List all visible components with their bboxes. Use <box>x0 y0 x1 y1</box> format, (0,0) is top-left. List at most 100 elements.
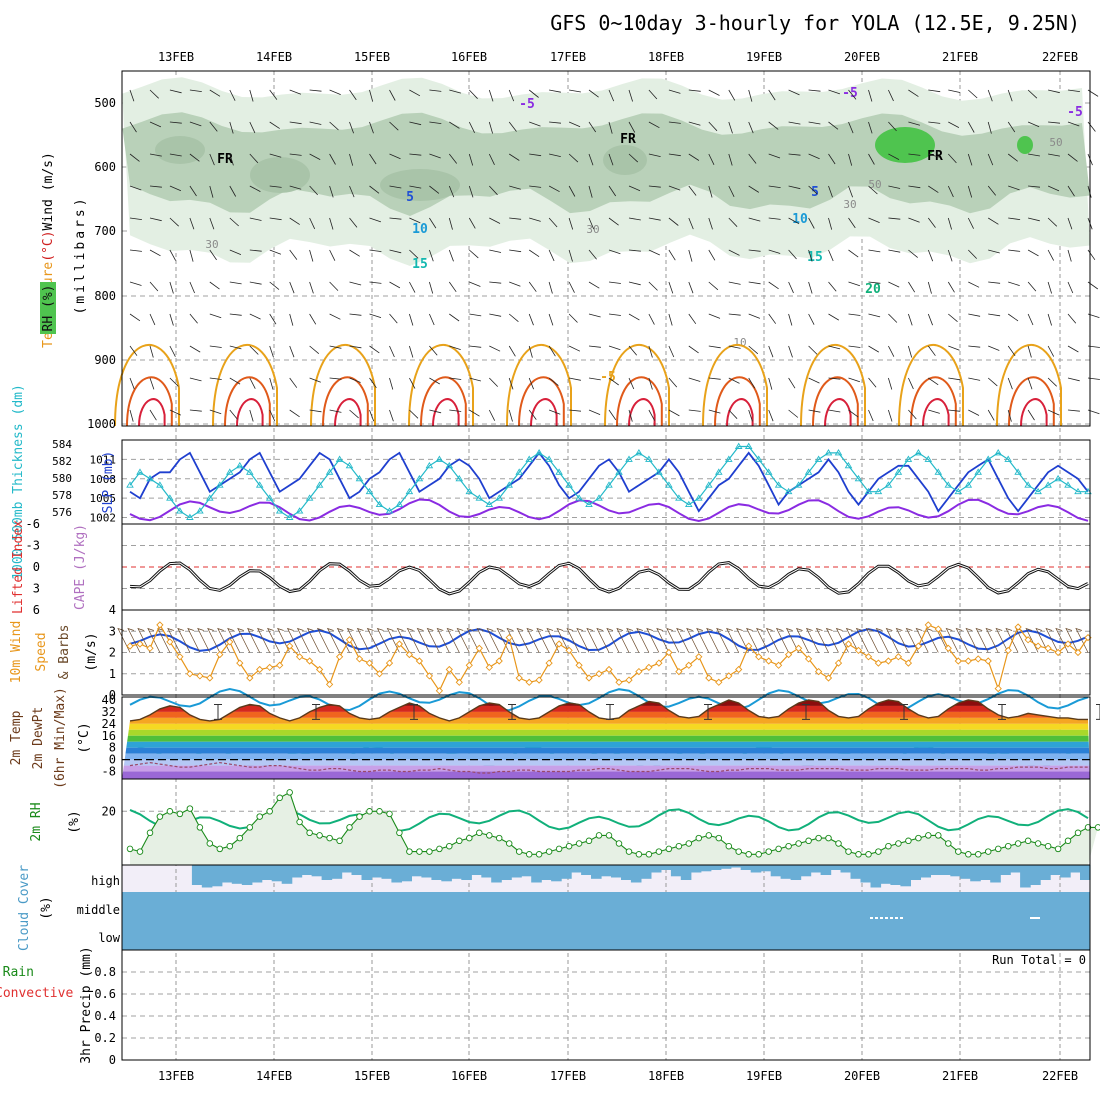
wind10m-point <box>854 646 863 655</box>
thickness-point <box>415 474 424 482</box>
rh2m-point <box>525 851 533 858</box>
cloud-high-bar <box>800 865 812 877</box>
rh2m-point <box>426 848 433 855</box>
rh2m-point <box>895 840 902 847</box>
wind10m-point <box>545 659 553 667</box>
wind10m-point <box>186 670 194 678</box>
boundary-layer-isotherm <box>714 376 761 427</box>
cloud-high-bar <box>860 865 872 883</box>
rh-shade-blob <box>603 145 647 175</box>
contour-label: 30 <box>586 223 599 236</box>
temp-tick-label: 32 <box>102 705 116 719</box>
thickness-point <box>914 449 923 456</box>
rh2m-point <box>296 818 303 826</box>
rh2m-point <box>805 837 812 845</box>
rh2m-point <box>486 832 493 839</box>
rh2m-point <box>635 851 643 858</box>
thickness-point <box>495 494 503 501</box>
rh2m-point <box>466 834 473 842</box>
rh2m-point <box>216 845 224 853</box>
precip-ylabel: 3hr Precip (mm) <box>79 946 94 1063</box>
wind10m-point <box>774 661 783 669</box>
pressure-tick-label: 900 <box>94 353 116 367</box>
cloud-high-bar <box>1050 865 1061 875</box>
wind10m-point <box>894 653 903 661</box>
wind10m-point <box>136 640 144 648</box>
cloud-high-bar <box>940 865 951 875</box>
contour-label: 15 <box>807 250 823 265</box>
wind10m-point <box>305 657 314 665</box>
rh2m-ylabel-unit: (%) <box>67 810 82 833</box>
thickness-point <box>715 468 723 475</box>
date-label-top: 14FEB <box>256 50 292 64</box>
rh2m-point <box>1024 837 1032 845</box>
lifted-ylabel: Lifted Index <box>11 520 26 614</box>
cloud-high-bar <box>680 865 692 880</box>
panel-frame <box>121 70 1091 427</box>
cloud-high-bar <box>650 865 662 873</box>
wind10m-point <box>984 657 992 665</box>
contour-label: -5 <box>1067 105 1083 120</box>
temp-band <box>122 771 1090 779</box>
cloud-high-bar <box>1040 865 1051 880</box>
date-label-bottom: 14FEB <box>256 1069 292 1083</box>
thickness-point <box>904 455 913 462</box>
wind10m-point <box>475 644 483 652</box>
slp-tick-label: 1002 <box>90 512 117 525</box>
wind10m-point <box>575 661 583 669</box>
cloud-high-bar <box>301 865 313 875</box>
cloud-high-bar <box>1070 865 1081 873</box>
cloud-high-bar <box>1060 865 1071 878</box>
cloud-high-bar <box>431 865 442 880</box>
wind10m-point <box>555 640 563 648</box>
wind10m-point <box>645 663 653 672</box>
cloud-high-bar <box>770 865 782 877</box>
upper-ylabel-part: Wind (m/s) <box>41 152 56 230</box>
cloud-high-bar <box>291 865 303 878</box>
isotherm-freezing-inner <box>129 562 1089 595</box>
thickness-point <box>744 442 753 449</box>
cloud-high-bar <box>381 865 393 879</box>
slp-ylabel: SLP (mb) <box>101 451 116 514</box>
rh2m-point <box>1064 837 1072 845</box>
thickness-point <box>1064 481 1072 488</box>
cloud-high-bar <box>670 865 682 877</box>
rh2m-point <box>945 840 952 847</box>
rh2m-point <box>535 851 543 858</box>
boundary-layer-isotherm <box>432 398 460 427</box>
boundary-layer-isotherm <box>1008 376 1055 427</box>
wind10m-point <box>385 659 394 667</box>
rh2m-point <box>176 810 184 818</box>
wind10m-point <box>1004 646 1012 655</box>
rh2m-point <box>515 848 523 855</box>
boundary-layer-isotherm <box>996 344 1062 427</box>
boundary-layer-isotherm <box>1020 398 1048 427</box>
thickness-tick-label: 580 <box>52 472 72 485</box>
rh2m-point <box>136 848 144 855</box>
thickness-point <box>1034 487 1042 495</box>
wind10m-point <box>625 676 633 684</box>
wind10m-point <box>256 665 264 674</box>
thickness-point <box>764 468 773 475</box>
thickness-point <box>884 481 893 488</box>
rh2m-point <box>396 829 403 837</box>
cloud-high-bar <box>261 865 273 880</box>
lifted-tick-label: -6 <box>26 517 40 531</box>
contour-label: 50 <box>1049 136 1062 149</box>
rh2m-point <box>905 837 912 845</box>
thickness-point <box>146 474 154 482</box>
rh2m-point <box>306 829 313 837</box>
wind10m-point <box>515 674 523 682</box>
wind10m-point <box>166 638 174 646</box>
rh-high-blob <box>875 127 935 163</box>
boundary-layer-isotherm <box>824 398 852 427</box>
rh2m-point <box>1054 845 1062 853</box>
thickness-point <box>994 449 1002 456</box>
cloud-high-bar <box>930 865 941 875</box>
rh2m-point <box>446 842 453 850</box>
wind10m-point <box>814 667 823 676</box>
contour-label: FR <box>927 149 943 164</box>
rh2m-point <box>416 848 423 855</box>
thickness-point <box>784 487 793 495</box>
upper-ylabel-part: (°C) <box>41 230 56 261</box>
